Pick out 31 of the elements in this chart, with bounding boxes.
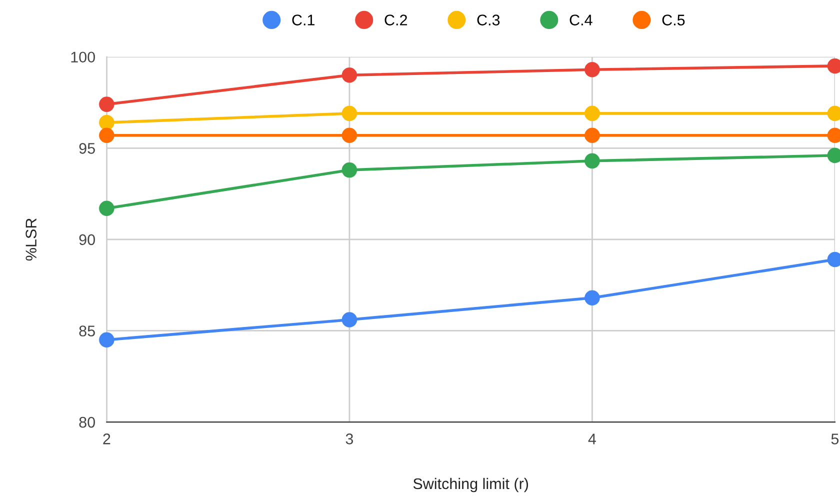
- legend-label: C.4: [570, 14, 592, 26]
- point: [342, 106, 358, 122]
- x-axis-title: Switching limit (r): [413, 478, 528, 492]
- y-tick-label: 80: [79, 416, 95, 428]
- x-tick-label: 5: [831, 434, 839, 444]
- legend-label: C.5: [662, 14, 685, 26]
- point: [99, 114, 114, 130]
- point: [99, 200, 114, 216]
- point: [342, 67, 358, 83]
- y-tick-label: 85: [79, 326, 95, 336]
- point: [342, 312, 358, 328]
- point: [342, 128, 358, 143]
- point: [342, 162, 358, 178]
- y-tick-label: 100: [71, 52, 95, 63]
- legend-label: C.3: [477, 14, 500, 26]
- point: [584, 290, 600, 306]
- point: [99, 128, 114, 143]
- point: [584, 62, 600, 78]
- point: [584, 153, 600, 169]
- point: [584, 128, 600, 143]
- x-tick-label: 2: [103, 434, 110, 444]
- legend-label: C.2: [384, 14, 407, 26]
- x-tick-label: 3: [346, 434, 354, 444]
- y-axis-title: %LSR: [26, 218, 37, 261]
- point: [99, 96, 114, 112]
- x-tick-label: 4: [588, 434, 596, 444]
- legend-label: C.1: [292, 14, 314, 26]
- y-tick-label: 95: [79, 143, 95, 154]
- y-tick-label: 90: [79, 234, 95, 246]
- point: [99, 332, 114, 348]
- point: [584, 106, 600, 122]
